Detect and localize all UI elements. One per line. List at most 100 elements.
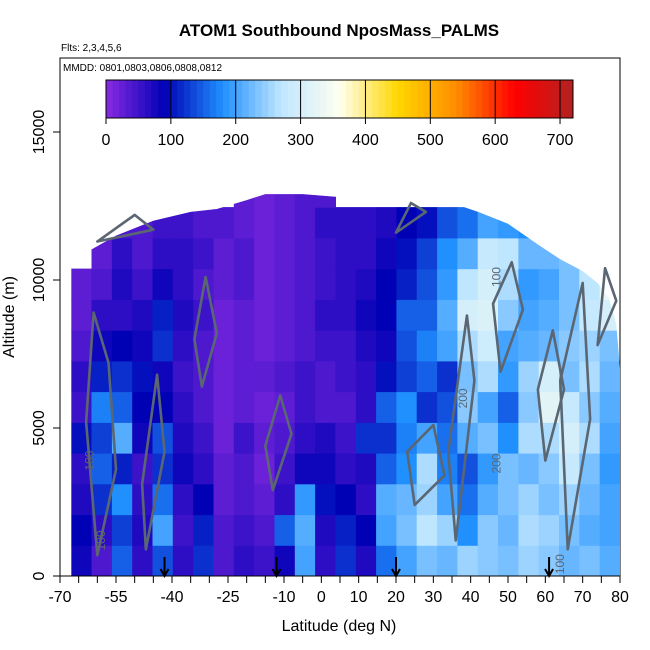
heatmap-cell [498, 514, 519, 546]
colorbar-swatch [384, 80, 392, 118]
contour-line [140, 373, 166, 551]
heatmap-cell [172, 268, 194, 300]
heatmap-cell [437, 514, 458, 546]
heatmap-cell [335, 391, 357, 423]
heatmap-cell [233, 207, 255, 239]
heatmap-cell [233, 453, 255, 485]
dates-note: MMDD: 0801,0803,0806,0808,0812 [63, 63, 222, 74]
heatmap-cell [559, 453, 580, 485]
heatmap-cell [477, 391, 499, 423]
colorbar-tick-label: 700 [547, 132, 574, 149]
heatmap-cell [457, 207, 479, 239]
heatmap-cell [477, 514, 499, 546]
contour-label: 100 [83, 450, 97, 470]
heatmap-cell [538, 299, 560, 331]
colorbar-tick-label: 600 [482, 132, 509, 149]
heatmap-cell [477, 545, 499, 577]
colorbar-swatch [547, 80, 555, 118]
heatmap-cell [498, 391, 519, 423]
heatmap-cell [355, 207, 377, 239]
heatmap-cell [193, 483, 215, 516]
heatmap-cell [274, 207, 296, 239]
heatmap-cell [437, 330, 458, 362]
x-tick-label: 30 [424, 589, 442, 606]
heatmap-cell [233, 330, 255, 362]
contour-line [536, 329, 566, 462]
colorbar-swatch [456, 80, 464, 118]
colorbar-swatch [125, 80, 133, 118]
heatmap-cell [132, 453, 154, 485]
heatmap-cell [498, 453, 519, 485]
heatmap-cell [91, 422, 113, 454]
heatmap-cell [132, 360, 154, 393]
heatmap-cell [498, 360, 519, 393]
heatmap-cell [254, 360, 275, 393]
heatmap-cell [172, 453, 194, 485]
heatmap-cell [315, 360, 336, 393]
heatmap-cell [213, 207, 235, 239]
contour-label: 100 [553, 554, 567, 574]
heatmap-cell [376, 268, 397, 300]
colorbar-swatch [151, 80, 159, 118]
heatmap-cell [457, 514, 479, 546]
heatmap-cell [416, 299, 438, 331]
contour-line [596, 266, 618, 347]
heatmap-cell [416, 391, 438, 423]
heatmap-cell [416, 514, 438, 546]
colorbar-swatch [242, 80, 250, 118]
heatmap-cell [376, 483, 397, 516]
heatmap-cell [599, 483, 620, 516]
heatmap-cell [193, 453, 215, 485]
colorbar-swatch [534, 80, 542, 118]
heatmap-cell [254, 330, 275, 362]
heatmap-cell [274, 268, 296, 300]
heatmap-cell [416, 360, 438, 393]
x-tick-label: 40 [462, 589, 480, 606]
y-axis: 0 5000 10000 15000 [31, 110, 60, 580]
heatmap-cell [579, 299, 601, 331]
heatmap-cell [274, 483, 296, 516]
colorbar-tick-label: 400 [352, 132, 379, 149]
heatmap-cell [599, 545, 620, 577]
heatmap-cell [294, 545, 316, 577]
colorbar-swatch [430, 80, 438, 118]
heatmap-cell [355, 453, 377, 485]
heatmap-cell [335, 545, 357, 577]
heatmap-cell [233, 514, 255, 546]
heatmap-cell [315, 207, 336, 239]
heatmap-cell [254, 237, 275, 270]
heatmap-cell [193, 237, 215, 270]
colorbar-swatch [313, 80, 321, 118]
colorbar-swatch [287, 80, 295, 118]
heatmap-cell [152, 299, 174, 331]
colorbar-swatch [170, 80, 178, 118]
heatmap-cell [599, 453, 620, 485]
heatmap-cell [376, 237, 397, 270]
colorbar-swatch [268, 80, 276, 118]
heatmap-cell [315, 391, 336, 423]
heatmap-cell [335, 360, 357, 393]
heatmap-cell [416, 483, 438, 516]
heatmap-cell [437, 545, 458, 577]
colorbar-tick-label: 200 [222, 132, 249, 149]
x-tick-label: -70 [48, 589, 71, 606]
heatmap-cell [457, 268, 479, 300]
heatmap-cell [396, 299, 418, 331]
colorbar-swatch [352, 80, 360, 118]
heatmap-cell [477, 237, 499, 270]
heatmap-cell [294, 330, 316, 362]
heatmap-cell [396, 422, 418, 454]
heatmap-cell [152, 268, 174, 300]
heatmap-cell [172, 422, 194, 454]
colorbar-swatch [443, 80, 451, 118]
y-tick-label: 5000 [31, 410, 48, 446]
heatmap-cell [254, 268, 275, 300]
colorbar-swatch [391, 80, 399, 118]
x-tick-label: 0 [317, 589, 326, 606]
colorbar-swatch [326, 80, 334, 118]
heatmap-cell [335, 299, 357, 331]
heatmap-cell [498, 237, 519, 270]
heatmap-cell [172, 237, 194, 270]
colorbar-swatch [469, 80, 477, 118]
x-tick-label: 70 [574, 589, 592, 606]
